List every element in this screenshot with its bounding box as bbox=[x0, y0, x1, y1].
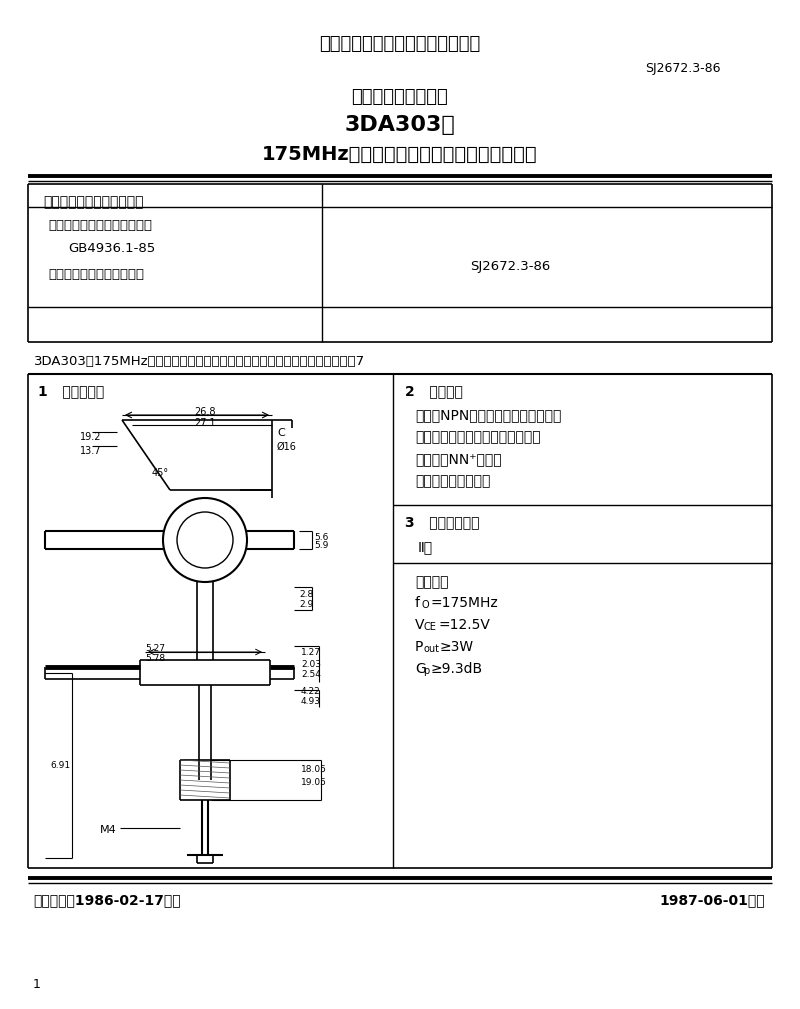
Text: 4.22: 4.22 bbox=[301, 687, 321, 696]
Text: 13.7: 13.7 bbox=[80, 446, 102, 456]
Text: 材料：硅NN⁺外延片: 材料：硅NN⁺外延片 bbox=[415, 452, 502, 466]
Text: SJ2672.3-86: SJ2672.3-86 bbox=[470, 260, 550, 273]
Text: 2   简略说明: 2 简略说明 bbox=[405, 384, 463, 398]
Text: 6.91: 6.91 bbox=[50, 761, 70, 770]
Text: 中华人民共和国电子工业部部标准: 中华人民共和国电子工业部部标准 bbox=[319, 35, 481, 53]
Text: 3DA303型: 3DA303型 bbox=[345, 115, 455, 135]
Text: 5.6: 5.6 bbox=[314, 533, 328, 542]
Text: ≥3W: ≥3W bbox=[440, 640, 474, 654]
Text: 2.03: 2.03 bbox=[301, 660, 321, 669]
Text: 3DA303型175MHz管壳额定的低电压双极型功率晶体管，定货资料，见本规范7: 3DA303型175MHz管壳额定的低电压双极型功率晶体管，定货资料，见本规范7 bbox=[34, 355, 365, 368]
Text: 中国电子技术标准化研究所: 中国电子技术标准化研究所 bbox=[43, 195, 143, 209]
Text: =12.5V: =12.5V bbox=[438, 618, 490, 632]
Text: =175MHz: =175MHz bbox=[430, 596, 498, 610]
Text: 45°: 45° bbox=[152, 468, 169, 478]
Text: 参考数据: 参考数据 bbox=[415, 575, 449, 589]
Text: 该管系NPN外延平面晶体管，在低压: 该管系NPN外延平面晶体管，在低压 bbox=[415, 408, 562, 422]
Text: 1.27: 1.27 bbox=[301, 648, 321, 657]
Text: out: out bbox=[423, 644, 439, 654]
Text: 27.1: 27.1 bbox=[194, 418, 216, 428]
Text: 2.8: 2.8 bbox=[299, 590, 314, 599]
Text: 18.05: 18.05 bbox=[301, 765, 327, 774]
Text: 26.8: 26.8 bbox=[194, 407, 216, 417]
Text: f: f bbox=[415, 596, 420, 610]
Text: CE: CE bbox=[423, 622, 436, 632]
Text: ≥9.3dB: ≥9.3dB bbox=[431, 662, 483, 676]
Text: 电子元器件详细规范: 电子元器件详细规范 bbox=[352, 88, 448, 106]
Text: C: C bbox=[277, 428, 285, 438]
Text: P: P bbox=[415, 640, 423, 654]
Text: 2.54: 2.54 bbox=[301, 670, 321, 679]
Text: 5.78: 5.78 bbox=[145, 654, 165, 663]
Text: 5.27: 5.27 bbox=[145, 644, 165, 653]
Text: 1987-06-01实施: 1987-06-01实施 bbox=[659, 893, 765, 907]
Text: 19.05: 19.05 bbox=[301, 778, 327, 787]
Text: 2.9: 2.9 bbox=[299, 600, 314, 609]
Text: 1   机械说明：: 1 机械说明： bbox=[38, 384, 104, 398]
Text: 175MHz管壳额定的低电压双极型功率晶体管: 175MHz管壳额定的低电压双极型功率晶体管 bbox=[262, 145, 538, 164]
Text: 电子工业部1986-02-17发布: 电子工业部1986-02-17发布 bbox=[33, 893, 181, 907]
Text: Ø16: Ø16 bbox=[277, 442, 297, 452]
Text: 1: 1 bbox=[33, 978, 41, 991]
Text: Ⅱ类: Ⅱ类 bbox=[418, 540, 433, 554]
Text: 3   质量评定类别: 3 质量评定类别 bbox=[405, 515, 479, 529]
Text: GB4936.1-85: GB4936.1-85 bbox=[68, 242, 155, 255]
Text: O: O bbox=[422, 600, 430, 610]
Text: G: G bbox=[415, 662, 426, 676]
Text: 4.93: 4.93 bbox=[301, 697, 321, 706]
Text: 电子元器件质量评定是根据：: 电子元器件质量评定是根据： bbox=[48, 219, 152, 232]
Text: SJ2672.3-86: SJ2672.3-86 bbox=[645, 62, 721, 75]
Text: 电台中作末前级和末级功率放大。: 电台中作末前级和末级功率放大。 bbox=[415, 430, 541, 444]
Text: 19.2: 19.2 bbox=[80, 432, 102, 442]
Text: 封装：金属陶瓷封装: 封装：金属陶瓷封装 bbox=[415, 474, 490, 488]
Text: 《半导体分立器件总规范》: 《半导体分立器件总规范》 bbox=[48, 268, 144, 281]
Text: p: p bbox=[423, 666, 430, 676]
Text: 5.9: 5.9 bbox=[314, 541, 328, 550]
Text: V: V bbox=[415, 618, 425, 632]
Text: M4: M4 bbox=[100, 825, 117, 835]
Ellipse shape bbox=[163, 498, 247, 582]
Ellipse shape bbox=[177, 512, 233, 568]
